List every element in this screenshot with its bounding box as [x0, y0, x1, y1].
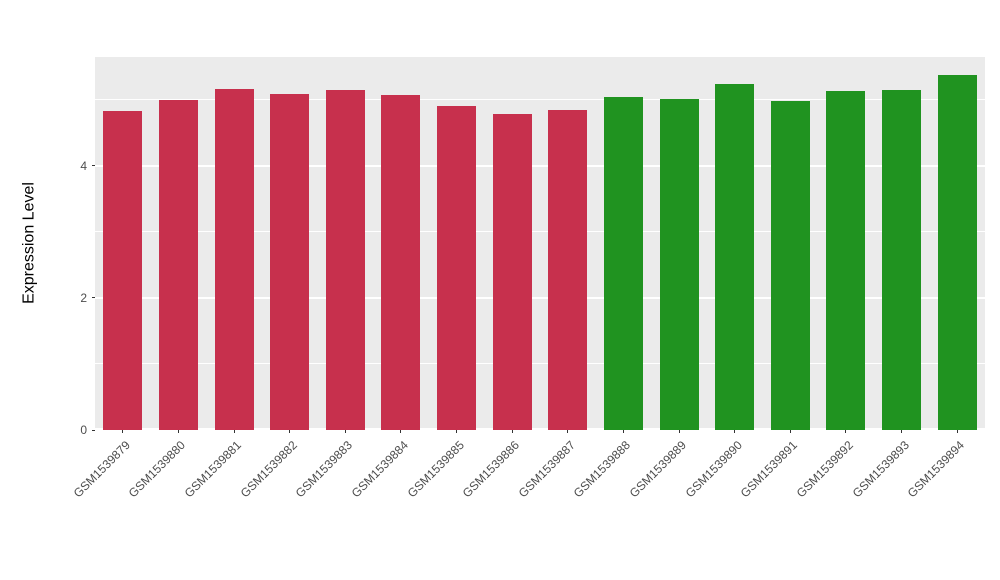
x-tick-label: GSM1539892: [793, 438, 856, 501]
x-axis: GSM1539879 GSM1539880 GSM1539881 GSM1539882…: [70, 430, 985, 550]
bar-GSM1539888: [603, 96, 643, 430]
bar-GSM1539891: [770, 101, 810, 430]
x-tick-label: GSM1539879: [70, 438, 133, 501]
y-tick-label: 4: [80, 158, 87, 173]
bar-GSM1539884: [381, 94, 421, 430]
bar-GSM1539887: [548, 109, 588, 430]
gridline-minor: [95, 231, 985, 233]
gridline-major: [95, 296, 985, 299]
x-tick-mark: [233, 430, 235, 433]
bar-GSM1539879: [103, 111, 143, 430]
x-tick-mark: [400, 430, 402, 433]
y-tick-label: 2: [80, 290, 87, 305]
x-tick-label: GSM1539885: [404, 438, 467, 501]
x-tick-label: GSM1539890: [682, 438, 745, 501]
x-tick-mark: [734, 430, 736, 433]
gridline-major: [95, 164, 985, 167]
x-tick-mark: [567, 430, 569, 433]
x-tick-label: GSM1539887: [515, 438, 578, 501]
x-tick-label: GSM1539882: [237, 438, 300, 501]
x-tick-mark: [177, 430, 179, 433]
x-tick-mark: [845, 430, 847, 433]
x-tick-mark: [678, 430, 680, 433]
bar-GSM1539882: [270, 93, 310, 430]
x-tick-label: GSM1539889: [626, 438, 689, 501]
x-tick-label: GSM1539893: [849, 438, 912, 501]
bar-GSM1539889: [659, 98, 699, 430]
bar-GSM1539883: [325, 90, 365, 430]
y-tick-mark: [92, 165, 95, 167]
bar-GSM1539890: [715, 84, 755, 430]
x-tick-label: GSM1539881: [181, 438, 244, 501]
x-tick-mark: [622, 430, 624, 433]
y-tick-label: 0: [80, 423, 87, 437]
x-tick-label: GSM1539880: [126, 438, 189, 501]
gridline-major: [95, 428, 985, 430]
x-tick-label: GSM1539886: [459, 438, 523, 501]
x-tick-mark: [956, 430, 958, 433]
x-tick-mark: [344, 430, 346, 433]
x-tick-label: GSM1539891: [737, 438, 801, 501]
bar-GSM1539881: [214, 88, 254, 430]
x-tick-mark: [456, 430, 458, 433]
y-tick-mark: [92, 429, 95, 431]
x-tick-mark: [901, 430, 903, 433]
y-tick-mark: [92, 297, 95, 299]
x-tick-label: GSM1539894: [904, 438, 968, 501]
bar-GSM1539894: [937, 74, 977, 430]
x-tick-mark: [789, 430, 791, 433]
bar-GSM1539886: [492, 113, 532, 430]
x-tick-mark: [511, 430, 513, 433]
bar-GSM1539885: [437, 105, 477, 430]
bar-GSM1539893: [882, 90, 922, 430]
x-tick-mark: [122, 430, 124, 433]
plot-panel: [95, 57, 985, 430]
x-tick-label: GSM1539883: [292, 438, 356, 501]
gridline-minor: [95, 363, 985, 365]
y-axis: 0 2 4: [0, 57, 95, 437]
gridline-minor: [95, 99, 985, 101]
bar-GSM1539880: [158, 99, 198, 430]
x-tick-label: GSM1539888: [571, 438, 634, 501]
x-tick-label: GSM1539884: [348, 438, 411, 501]
x-tick-mark: [289, 430, 291, 433]
bar-GSM1539892: [826, 90, 866, 430]
